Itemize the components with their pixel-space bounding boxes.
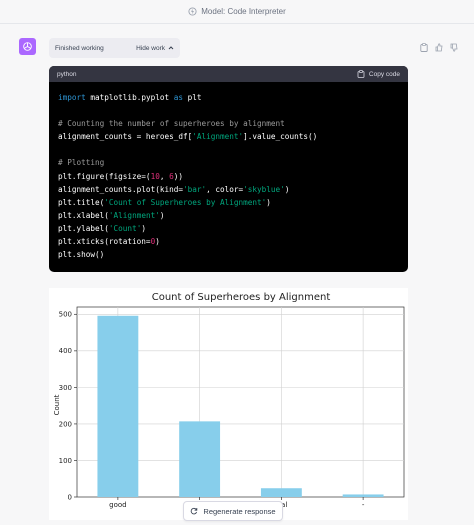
bar-chart-svg: Count of Superheroes by Alignment Count … [53, 292, 405, 509]
assistant-avatar [19, 38, 36, 55]
bar-chart: Count of Superheroes by Alignment Count … [49, 288, 408, 520]
chevron-up-icon [168, 46, 174, 50]
bar [342, 494, 384, 497]
thumbs-up-icon[interactable] [435, 39, 443, 52]
x-tick-label: - [362, 501, 365, 509]
bolt-icon [188, 7, 197, 16]
plot-frame [76, 306, 405, 498]
message-actions [420, 39, 458, 52]
bar [260, 488, 302, 497]
y-axis-label: Count [53, 394, 61, 415]
copy-code-button[interactable]: Copy code [357, 70, 400, 78]
status-label: Finished working [55, 44, 104, 52]
x-tick-label: good [109, 501, 126, 509]
work-status-pill: Finished working Hide work [49, 38, 180, 58]
openai-logo-icon [23, 42, 32, 51]
regenerate-label: Regenerate response [203, 506, 276, 516]
thumbs-down-icon[interactable] [450, 39, 458, 52]
y-tick-label: 200 [59, 420, 72, 428]
clipboard-icon[interactable] [420, 39, 428, 52]
copy-icon [357, 70, 365, 78]
code-language: python [57, 70, 77, 78]
y-tick-label: 0 [68, 493, 72, 501]
regenerate-button[interactable]: Regenerate response [183, 501, 283, 521]
bar [97, 315, 139, 497]
model-label: Model: Code Interpreter [201, 7, 286, 16]
code-block-header: python Copy code [49, 66, 408, 82]
hide-work-toggle[interactable]: Hide work [136, 45, 174, 52]
code-text: import matplotlib.pyplot as plt # Counti… [58, 93, 318, 260]
hide-work-label: Hide work [136, 44, 165, 52]
refresh-icon [191, 507, 198, 515]
y-tick-label: 500 [59, 311, 72, 319]
chart-title: Count of Superheroes by Alignment [152, 292, 331, 303]
code-block: python Copy code import matplotlib.pyplo… [49, 66, 408, 272]
y-tick-label: 400 [59, 347, 72, 355]
model-header: Model: Code Interpreter [0, 0, 474, 24]
copy-code-label: Copy code [368, 70, 400, 78]
y-tick-label: 300 [59, 384, 72, 392]
y-tick-label: 100 [59, 457, 72, 465]
bar [179, 421, 221, 497]
